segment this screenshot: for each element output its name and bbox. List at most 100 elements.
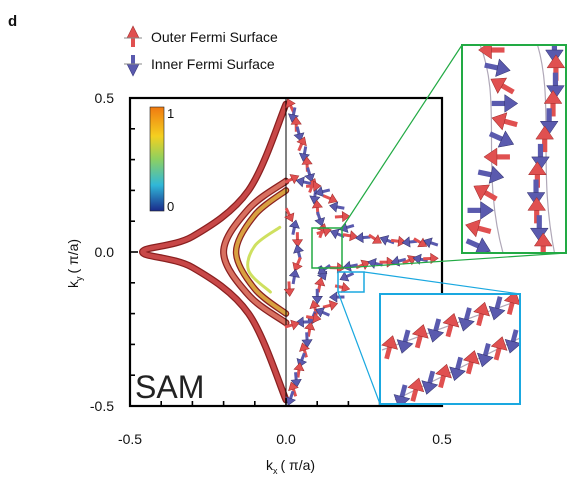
zoom-line-blue-top bbox=[363, 271, 521, 295]
inset-blue-arrow-2-3 bbox=[421, 370, 439, 395]
inset-blue-arrow-2-8 bbox=[490, 336, 508, 361]
inner-bottom-arrow-7 bbox=[295, 316, 311, 328]
outer-top-arrow-12 bbox=[314, 211, 326, 227]
inner-top-arrow-7 bbox=[334, 211, 351, 223]
legend-item-inner: Inner Fermi Surface bbox=[124, 55, 275, 77]
zoom-box-green bbox=[311, 227, 343, 269]
inset-blue-arrow-2-9 bbox=[504, 329, 520, 354]
legend-label-inner: Inner Fermi Surface bbox=[151, 56, 275, 72]
zoom-line-green-top bbox=[341, 44, 463, 229]
inset-green-arrow-1-4 bbox=[491, 94, 519, 113]
inset-green-arrow-2-3 bbox=[546, 72, 565, 100]
zoom-indicators bbox=[311, 44, 567, 405]
core-arrow-2 bbox=[288, 219, 300, 236]
inner-bottom-arrow-2 bbox=[334, 281, 351, 293]
inset-green-arrow-1-3 bbox=[490, 77, 515, 95]
core-arrow-7 bbox=[283, 281, 295, 297]
axis-titles: kx( π/a) ky( π/a) bbox=[65, 239, 315, 476]
inner-bottom-arrow-8 bbox=[284, 319, 300, 331]
inner-top-arrow-6 bbox=[329, 201, 345, 213]
inner-arrow-icon bbox=[124, 55, 142, 77]
inner-top-arrow-1 bbox=[284, 174, 300, 185]
outer-bottom-arrow-8 bbox=[299, 342, 310, 358]
zoom-box-blue bbox=[337, 271, 365, 293]
y-axis-symbol: k bbox=[65, 280, 81, 288]
inset-green-arrow-2-11 bbox=[529, 215, 549, 242]
zoom-line-blue-bottom bbox=[337, 291, 381, 405]
core-arrow-1 bbox=[284, 207, 295, 223]
plot-area: -0.5 0.0 0.5 0.5 0.0 -0.5 bbox=[90, 90, 452, 447]
inset-blue-arrow-2-2 bbox=[407, 377, 425, 402]
arm-lower-arrow-3 bbox=[342, 260, 358, 272]
inset-green-arrow-1-7 bbox=[483, 147, 510, 167]
legend-item-outer: Outer Fermi Surface bbox=[124, 25, 278, 47]
inner-bottom-arrow-3 bbox=[329, 291, 345, 303]
y-axis-unit: ( π/a) bbox=[65, 239, 81, 274]
outer-bottom-arrow-4 bbox=[309, 299, 321, 316]
inner-bottom-arrow-5 bbox=[315, 307, 331, 318]
arm-lower-arrow-4 bbox=[355, 259, 371, 270]
inset-green-arrow-1-11 bbox=[465, 219, 492, 238]
panel-label: d bbox=[8, 13, 17, 30]
inner-bottom-arrow-6 bbox=[305, 312, 322, 324]
colorbar: 1 0 bbox=[149, 106, 174, 214]
inset-blue-arrow-1-5 bbox=[442, 312, 460, 338]
outer-top-arrow-5 bbox=[296, 136, 307, 152]
outer-bottom-arrow-12 bbox=[288, 381, 299, 397]
inset-green-arrows bbox=[465, 45, 566, 253]
core-arrow-4 bbox=[293, 244, 304, 260]
legend: Outer Fermi Surface Inner Fermi Surface bbox=[124, 25, 278, 77]
inner-top-arrow-3 bbox=[306, 180, 322, 192]
inner-top-arrow-2 bbox=[295, 176, 312, 188]
inner-top-arrow-4 bbox=[314, 186, 331, 198]
arm-upper-arrow-7 bbox=[390, 235, 407, 247]
arm-lower-arrow-7 bbox=[390, 255, 407, 267]
y-axis-subscript: y bbox=[74, 276, 84, 281]
arm-upper-arrow-6 bbox=[379, 235, 395, 246]
inset-green-arrow-1-6 bbox=[488, 130, 515, 148]
x-tick-label-1: -0.5 bbox=[118, 431, 142, 447]
arm-upper-arrow-5 bbox=[368, 233, 382, 244]
colorbar-max-label: 1 bbox=[167, 106, 174, 121]
inner-bottom-arrow-4 bbox=[322, 300, 339, 311]
inset-green-arrow-1-10 bbox=[467, 201, 494, 220]
inset-blue-arrow-1-7 bbox=[473, 301, 490, 327]
inset-green-frame bbox=[461, 44, 567, 254]
inset-green-arrow-1-8 bbox=[477, 165, 505, 184]
inset-green-arrow-2-6 bbox=[535, 125, 555, 153]
middle-ring-line bbox=[234, 188, 288, 316]
inset-green-arrow-1-9 bbox=[473, 184, 498, 202]
inset-blue-arrow-1-8 bbox=[488, 296, 506, 321]
series-2-line bbox=[221, 178, 289, 326]
outer-bottom-arrow-13 bbox=[285, 390, 296, 406]
inset-blue bbox=[379, 293, 521, 405]
zoom-line-green-bottom bbox=[341, 252, 567, 269]
outer-bottom-arrow-7 bbox=[301, 332, 313, 348]
inset-green bbox=[461, 44, 567, 254]
inset-green-arrow-1-2 bbox=[484, 58, 511, 77]
arm-upper-arrow-3 bbox=[342, 230, 359, 242]
inset-blue-arrow-2-4 bbox=[435, 363, 452, 389]
method-label: SAM bbox=[135, 369, 204, 405]
inset-blue-arrow-1-1 bbox=[381, 335, 398, 360]
y-tick-label-3: -0.5 bbox=[90, 398, 114, 414]
x-axis-symbol: k bbox=[266, 457, 274, 473]
outer-arrow-icon bbox=[124, 25, 142, 47]
inset-green-arrow-1-5 bbox=[491, 112, 518, 131]
x-axis-unit: ( π/a) bbox=[281, 457, 316, 473]
middle-ring-highlight bbox=[246, 225, 282, 294]
inset-blue-arrow-2-7 bbox=[477, 343, 494, 368]
svg-text:ky( π/a): ky ( π/a) bbox=[65, 239, 84, 288]
inset-blue-arrow-1-2 bbox=[396, 329, 414, 354]
spin-arrows bbox=[283, 98, 439, 406]
tick-labels: -0.5 0.0 0.5 0.5 0.0 -0.5 bbox=[90, 90, 452, 447]
inset-blue-frame bbox=[379, 293, 521, 405]
inset-blue-arrow-1-6 bbox=[458, 307, 475, 332]
inset-blue-arrow-1-4 bbox=[427, 318, 445, 343]
inset-blue-arrow-2-6 bbox=[462, 350, 480, 375]
x-axis-subscript: x bbox=[273, 466, 278, 476]
svg-text:kx( π/a): kx( π/a) bbox=[266, 457, 315, 476]
series-1-line bbox=[140, 101, 289, 403]
y-tick-label-2: 0.0 bbox=[95, 244, 115, 260]
